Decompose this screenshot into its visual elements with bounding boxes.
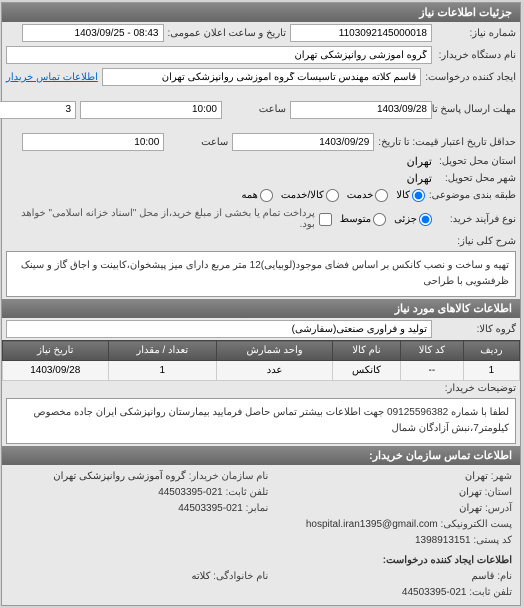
creator-label: اطلاعات ایجاد کننده درخواست: [11,553,513,569]
radio-all[interactable] [261,189,274,202]
org-phone: 021-44503395 [159,487,224,498]
org-email: hospital.iran1395@gmail.com [307,519,439,530]
table-header: تعداد / مقدار [109,341,217,361]
contact-link[interactable]: اطلاعات تماس خریدار [7,72,99,83]
radio-mid[interactable] [374,213,387,226]
radio-all-label: همه [242,190,258,201]
org-city-label: شهر: [492,471,513,482]
org-info: شهر: تهران نام سازمان خریدار: گروه آموزش… [3,465,521,605]
explain-text: لطفا با شماره 09125596382 جهت اطلاعات بی… [7,398,517,444]
table-cell: 1 [464,361,520,381]
state-label: استان محل تحویل: [437,156,517,167]
city-label: شهر محل تحویل: [437,173,517,184]
org-name-label: نام سازمان خریدار: [190,471,270,482]
table-header: نام کالا [334,341,402,361]
device-field[interactable] [7,46,433,64]
need-type-label: طبقه بندی موضوعی: [430,190,517,201]
table-header: کد کالا [401,341,464,361]
table-cell: -- [401,361,464,381]
table-cell: 1403/09/28 [4,361,110,381]
org-fax-label: نمابر: [247,503,270,514]
org-state: تهران [460,487,483,498]
deadline-label: مهلت ارسال پاسخ تا تاریخ: [437,104,517,115]
org-city: تهران [466,471,489,482]
org-fax: 021-44503395 [179,503,244,514]
creator-name-label: نام: [498,571,513,582]
overall-label: شرح کلی نیاز: [437,236,517,247]
org-post: 1398913151 [416,535,472,546]
requester-field[interactable] [103,68,422,86]
minprice-label: حداقل تاریخ اعتبار قیمت: تا تاریخ: [379,137,517,148]
minprice-date-field[interactable] [233,133,375,151]
state-value: تهران [408,155,433,168]
table-header: تاریخ نیاز [4,341,110,361]
process-note: پرداخت تمام یا بخشی از مبلغ خرید،از محل … [11,208,316,230]
need-number-label: شماره نیاز: [437,28,517,39]
radio-kala-label: کالا [397,190,411,201]
process-radios: جزئی متوسط [341,213,433,226]
process-label: نوع فرآیند خرید: [437,214,517,225]
table-cell: 1 [109,361,217,381]
table-cell: کانکس [334,361,402,381]
org-addr: تهران [460,503,483,514]
table-header: ردیف [464,341,520,361]
goods-group-field[interactable] [7,320,433,338]
deadline-date-field[interactable] [291,101,433,119]
org-post-label: کد پستی: [474,535,513,546]
creator-tel: 021-44503395 [403,587,468,598]
radio-kala[interactable] [413,189,426,202]
deadline-time-field[interactable] [81,101,223,119]
org-name: گروه آموزشی روانپزشکی تهران [54,471,187,482]
org-email-label: پست الکترونیکی: [442,519,513,530]
announce-field[interactable] [23,24,165,42]
radio-both-label: کالا/خدمت [282,190,325,201]
creator-name: قاسم [473,571,496,582]
org-section-title: اطلاعات تماس سازمان خریدار: [3,446,521,465]
minprice-time-field[interactable] [23,133,165,151]
goods-table: ردیفکد کالانام کالاواحد شمارشتعداد / مقد… [3,340,521,381]
org-phone-label: تلفن ثابت: [227,487,270,498]
goods-section-title: اطلاعات کالاهای مورد نیاز [3,299,521,318]
table-cell: عدد [217,361,333,381]
explain-label: توضیحات خریدار: [437,383,517,394]
radio-mid-label: متوسط [341,214,372,225]
radio-low-label: جزئی [395,214,418,225]
radio-both[interactable] [327,189,340,202]
radio-low[interactable] [420,213,433,226]
creator-family-label: نام خانوادگی: [214,571,269,582]
minprice-time-label: ساعت [169,137,229,148]
radio-khedmat-label: خدمت [348,190,375,201]
panel-title: جزئیات اطلاعات نیاز [3,3,521,22]
table-row: 1--کانکسعدد11403/09/28 [4,361,521,381]
deadline-days-field[interactable] [0,101,77,119]
need-number-field[interactable] [291,24,433,42]
table-header: واحد شمارش [217,341,333,361]
announce-label: تاریخ و ساعت اعلان عمومی: [169,28,288,39]
device-label: نام دستگاه خریدار: [437,50,517,61]
overall-desc: تهیه و ساخت و نصب کانکس بر اساس فضای موج… [7,251,517,297]
deadline-time-label: ساعت [227,104,287,115]
org-state-label: استان: [486,487,513,498]
requester-label: ایجاد کننده درخواست: [426,72,517,83]
creator-family: کلاته [193,571,212,582]
radio-khedmat[interactable] [376,189,389,202]
need-type-radios: کالا خدمت کالا/خدمت همه [242,189,425,202]
treasury-checkbox[interactable] [320,213,333,226]
creator-tel-label: تلفن ثابت: [470,587,513,598]
city-value: تهران [408,172,433,185]
goods-group-label: گروه کالا: [437,324,517,335]
org-addr-label: آدرس: [486,503,513,514]
